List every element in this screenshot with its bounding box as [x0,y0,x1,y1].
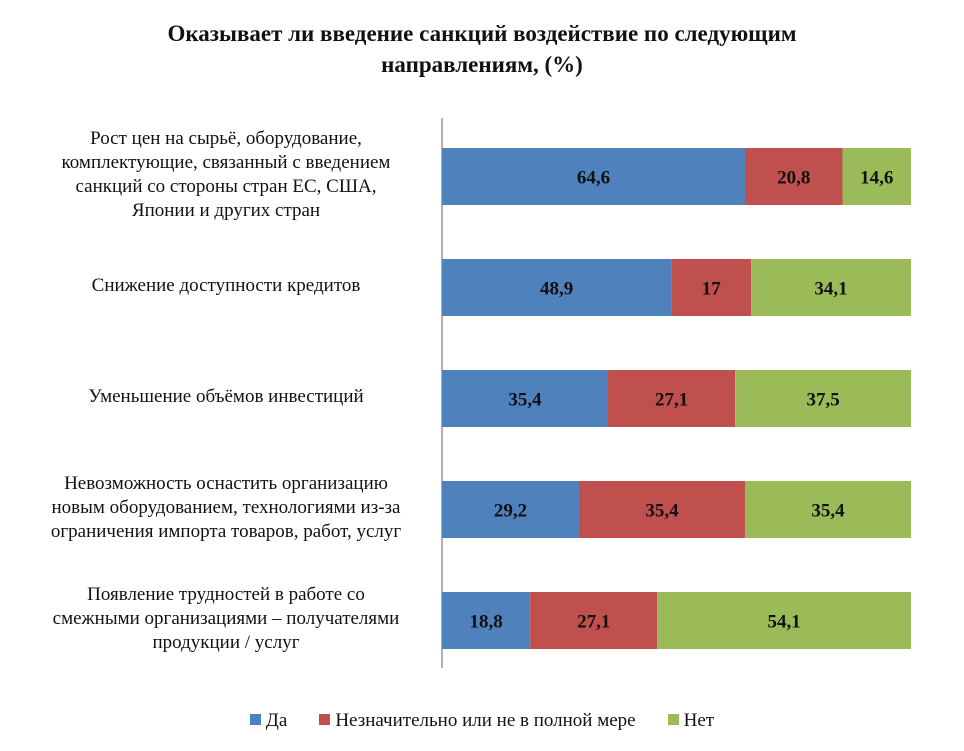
legend-label: Незначительно или не в полной мере [335,710,636,731]
category-label-line: Уменьшение объёмов инвестиций [88,385,364,407]
legend-item: Незначительно или не в полной мере [319,710,636,732]
data-label: 48,9 [540,279,573,300]
bar-segment [744,481,911,538]
data-label: 35,4 [508,390,542,411]
category-label-line: Невозможность оснастить организацию [64,472,388,494]
category-label-line: Появление трудностей в работе со [87,583,365,605]
category-label-line: Рост цен на сырьё, оборудование, [90,127,362,149]
bar-segment [842,148,911,205]
bar-segment [530,592,658,649]
chart-title: Оказывает ли введение санкций воздействи… [0,18,964,80]
category-label-line: смежными организациями – получателями [52,607,400,629]
bar-segment [578,481,745,538]
category-label: Невозможность оснастить организацию новым… [20,472,432,544]
legend-item: Нет [667,710,715,732]
data-label: 64,6 [577,168,610,189]
bar-segment [751,259,911,316]
category-label-line: Снижение доступности кредитов [91,274,361,296]
bar-segment [657,592,911,649]
category-label-line: новым оборудованием, технологиями из-за [51,496,401,518]
data-label: 35,4 [811,501,845,522]
chart-title-line: Оказывает ли введение санкций воздействи… [167,21,797,46]
category-label-line: ограничения импорта товаров, работ, услу… [50,520,402,542]
category-label-line: комплектующие, связанный с введением [61,151,391,173]
data-label: 27,1 [655,390,688,411]
data-label: 14,6 [860,168,893,189]
category-label: Уменьшение объёмов инвестиций [20,385,432,409]
bar-segment [442,259,672,316]
category-label-line: Японии и других стран [131,199,321,221]
bar-segment [744,148,843,205]
category-label-line: продукции / услуг [152,631,300,653]
data-label: 37,5 [806,390,839,411]
bar-segment [442,370,609,427]
bar-segment [442,592,531,649]
category-label-line: санкций со стороны стран ЕС, США, [75,175,377,197]
data-label: 18,8 [469,612,502,633]
bar-segment [735,370,911,427]
legend-swatch [249,714,261,725]
chart-title-line: направлениям, (%) [381,52,583,77]
category-label: Снижение доступности кредитов [20,274,432,298]
data-label: 17 [702,279,722,300]
bar-segment [671,259,752,316]
data-label: 34,1 [814,279,847,300]
data-label: 54,1 [768,612,801,633]
bar-segment [608,370,736,427]
legend-label: Да [265,710,288,731]
legend-label: Нет [683,710,715,731]
data-label: 20,8 [777,168,810,189]
category-label: Появление трудностей в работе со смежными… [20,583,432,655]
data-label: 27,1 [577,612,610,633]
bar-segment [442,481,579,538]
legend: Да Незначительно или не в полной мере Нет [0,710,964,732]
legend-swatch [319,714,331,725]
bar-segment [442,148,745,205]
data-label: 29,2 [494,501,527,522]
data-label: 35,4 [645,501,679,522]
legend-swatch [667,714,679,725]
category-label: Рост цен на сырьё, оборудование, комплект… [20,127,432,223]
legend-item: Да [249,710,288,732]
